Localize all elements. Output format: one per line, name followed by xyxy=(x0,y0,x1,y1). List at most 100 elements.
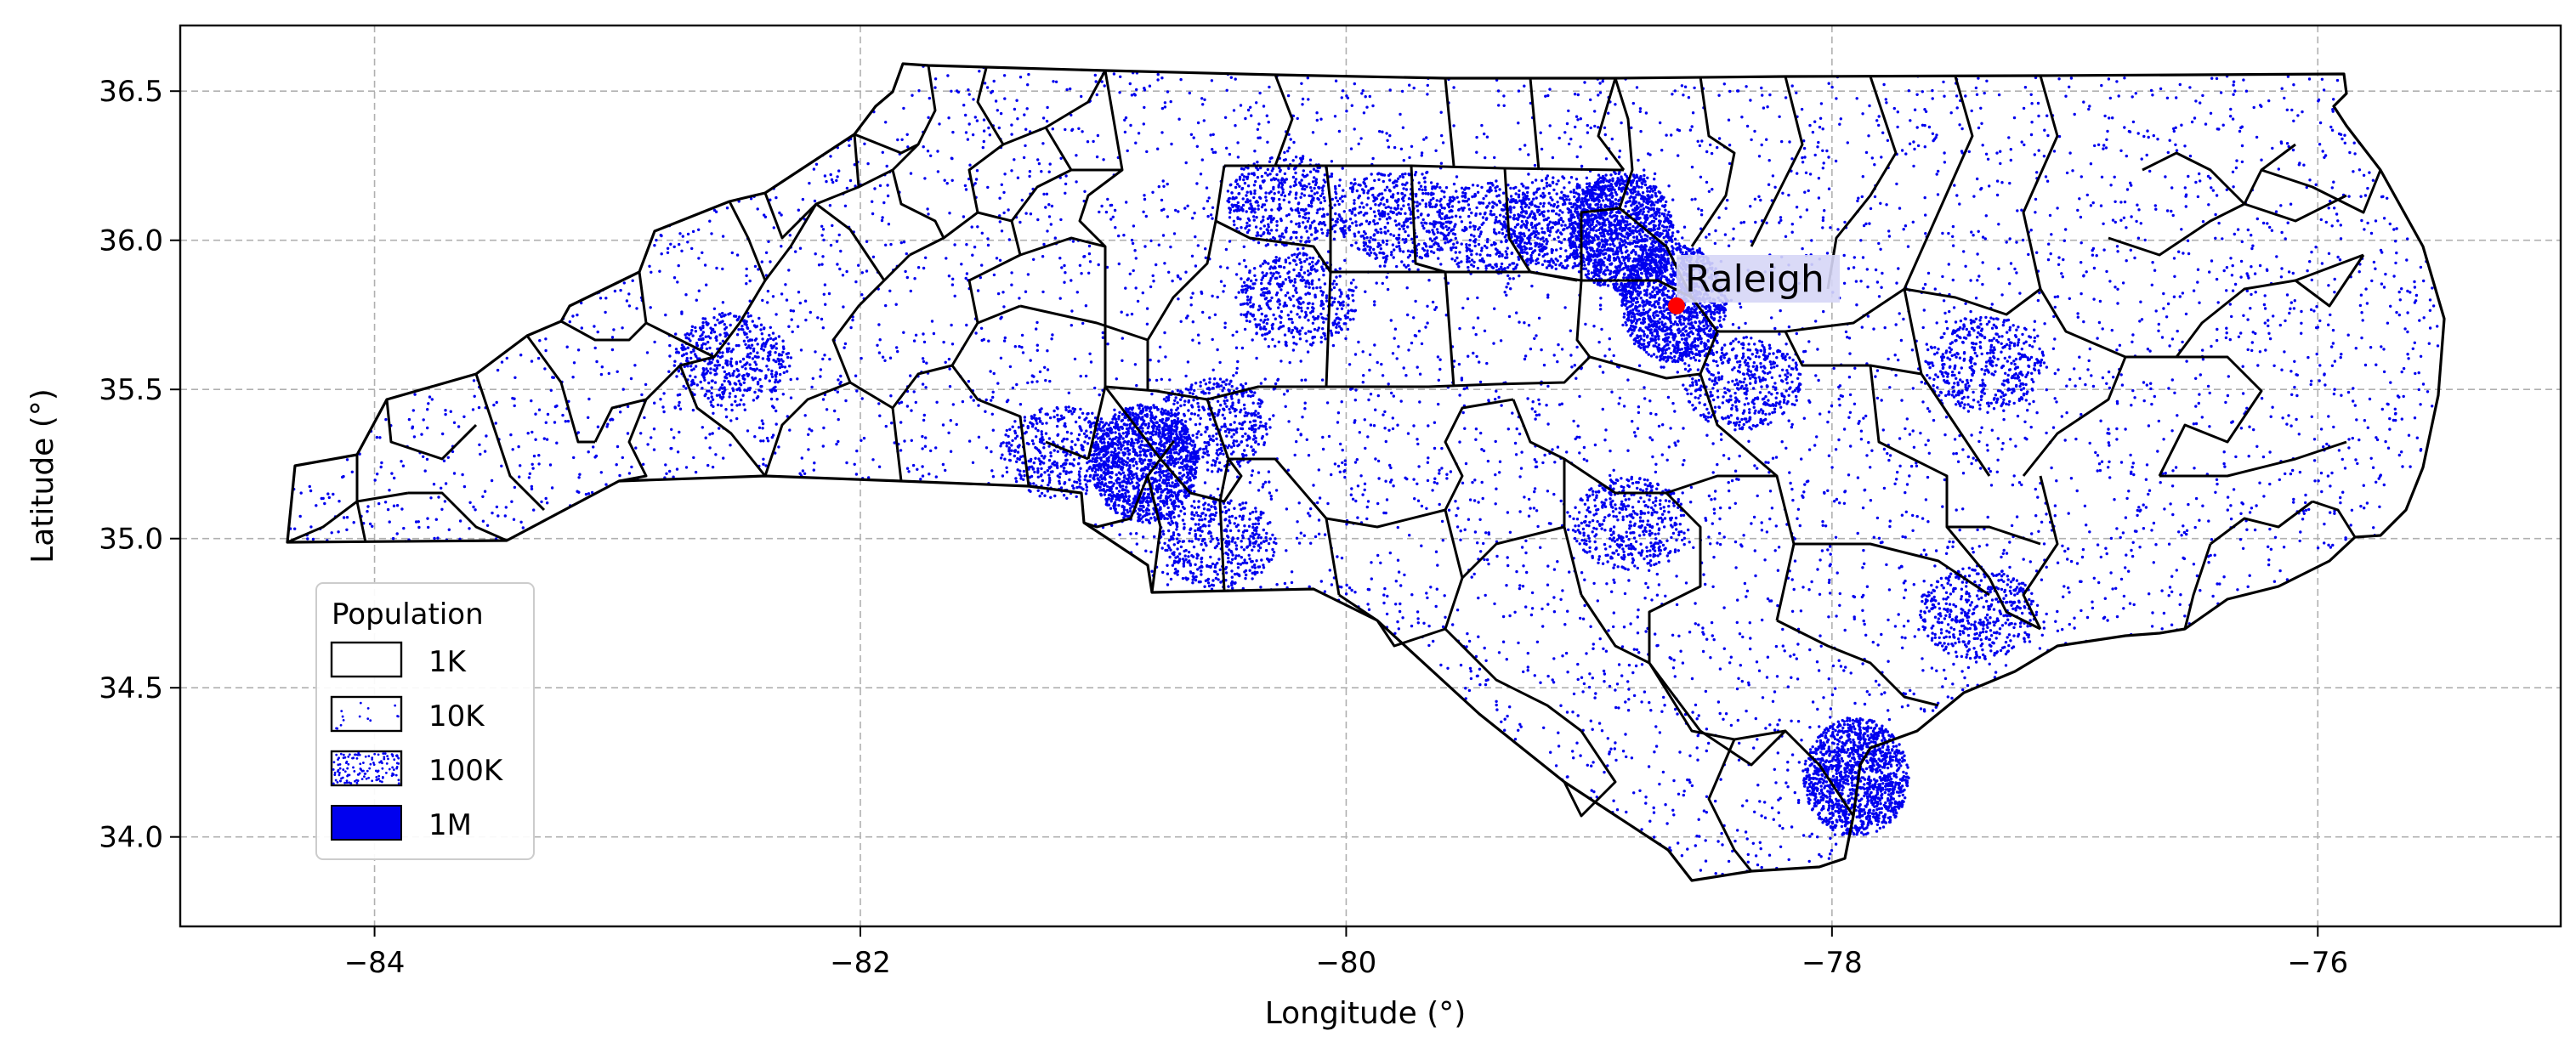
population-dot xyxy=(2207,519,2210,523)
population-dot xyxy=(1396,558,1400,562)
population-dot xyxy=(825,408,829,411)
population-dot xyxy=(1650,438,1654,442)
population-dot xyxy=(1244,116,1247,121)
population-dot xyxy=(2268,527,2272,531)
population-dot xyxy=(1312,315,1315,319)
population-dot xyxy=(1690,784,1694,788)
population-dot xyxy=(2104,146,2108,150)
population-dot xyxy=(2267,331,2271,335)
population-dot xyxy=(1226,266,1229,269)
population-dot xyxy=(1801,161,1805,164)
population-dot xyxy=(1259,382,1263,385)
population-dot xyxy=(1665,458,1669,462)
population-dot xyxy=(2261,221,2266,225)
population-dot xyxy=(1722,454,1726,457)
population-dot xyxy=(345,458,349,462)
population-dot xyxy=(549,388,553,392)
population-dot xyxy=(2394,418,2397,422)
population-dot xyxy=(1771,411,1774,415)
population-dot xyxy=(440,486,443,490)
population-dot xyxy=(2150,402,2153,406)
population-dot xyxy=(1169,245,1172,249)
population-dot xyxy=(2133,256,2136,260)
population-dot xyxy=(1684,581,1688,585)
population-dot xyxy=(1981,261,1984,264)
population-dot xyxy=(2125,496,2129,501)
population-dot xyxy=(1861,662,1864,665)
population-dot xyxy=(1756,784,1760,787)
population-dot xyxy=(1023,416,1027,419)
population-dot xyxy=(860,439,863,442)
population-dot xyxy=(849,326,853,330)
population-dot xyxy=(2214,212,2217,217)
population-dot xyxy=(1826,548,1830,552)
population-dot xyxy=(429,496,433,500)
population-dot xyxy=(1542,240,1546,243)
population-dot xyxy=(2282,546,2286,549)
population-dot xyxy=(1952,662,1955,666)
population-dot xyxy=(1334,79,1338,82)
population-dot xyxy=(2076,208,2080,212)
population-dot xyxy=(1980,122,1983,125)
population-dot xyxy=(2211,189,2215,192)
population-dot xyxy=(1362,111,1366,115)
population-dot xyxy=(426,517,429,520)
population-dot xyxy=(1774,404,1778,407)
population-dot xyxy=(1264,422,1268,426)
population-dot xyxy=(2292,497,2295,501)
population-dot xyxy=(1518,586,1522,591)
population-dot xyxy=(2074,384,2077,388)
population-dot xyxy=(1790,223,1794,226)
population-dot xyxy=(413,393,417,396)
population-dot xyxy=(730,408,734,412)
population-dot xyxy=(2299,530,2302,534)
population-dot xyxy=(1754,716,1757,721)
population-dot xyxy=(2051,426,2056,429)
population-dot xyxy=(1763,558,1767,562)
population-dot xyxy=(658,269,661,273)
population-dot xyxy=(1698,835,1701,838)
population-dot xyxy=(1245,210,1248,213)
population-dot xyxy=(1691,111,1695,115)
population-dot xyxy=(1933,564,1937,568)
population-dot xyxy=(2359,293,2363,297)
population-dot xyxy=(684,293,688,297)
population-dot xyxy=(2310,278,2313,282)
population-dot xyxy=(2366,426,2369,429)
population-dot xyxy=(1655,593,1660,597)
population-dot xyxy=(2178,82,2182,87)
population-dot xyxy=(1862,416,1865,420)
population-dot xyxy=(1265,114,1269,117)
population-dot xyxy=(1278,202,1281,207)
population-dot xyxy=(2195,574,2199,578)
population-dot xyxy=(1718,542,1722,546)
population-dot xyxy=(2128,602,2132,605)
population-dot xyxy=(1166,182,1169,186)
population-dot xyxy=(1981,235,1985,239)
population-dot xyxy=(995,257,999,260)
population-dot xyxy=(2099,555,2102,559)
population-dot xyxy=(1943,478,1947,482)
population-dot xyxy=(577,476,581,479)
population-dot xyxy=(1075,291,1080,294)
population-dot xyxy=(2108,280,2112,283)
population-dot xyxy=(1267,470,1271,473)
population-dot xyxy=(2394,240,2397,243)
population-dot xyxy=(1384,439,1388,444)
population-dot xyxy=(1506,714,1509,718)
population-dot xyxy=(1597,126,1600,129)
population-dot xyxy=(2355,418,2358,422)
population-dot xyxy=(1331,343,1336,348)
population-dot xyxy=(1234,77,1237,81)
population-dot xyxy=(592,445,595,449)
population-dot xyxy=(2266,222,2269,225)
population-dot xyxy=(544,496,548,501)
population-dot xyxy=(1715,382,1719,385)
population-dot xyxy=(622,281,626,285)
population-dot xyxy=(1760,814,1763,818)
population-dot xyxy=(2125,226,2128,229)
population-dot xyxy=(712,411,715,415)
population-dot xyxy=(1790,84,1794,88)
population-dot xyxy=(1189,303,1193,307)
population-dot xyxy=(2229,115,2233,118)
